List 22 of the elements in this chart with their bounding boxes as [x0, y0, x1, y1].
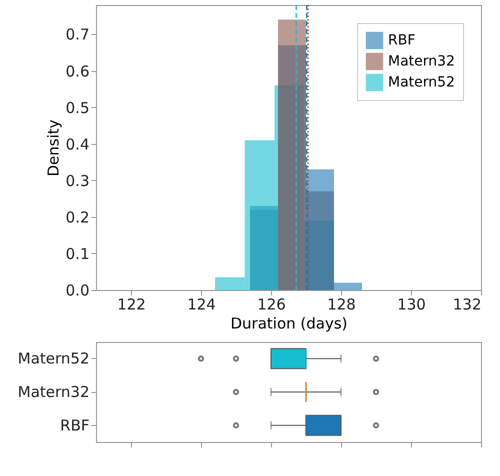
y-tick-label: 0.0 — [66, 282, 90, 300]
y-axis-title: Density — [44, 119, 63, 177]
x-tick-label: 130 — [397, 296, 426, 314]
legend-label: RBF — [388, 32, 416, 48]
y-tick-label: 0.7 — [66, 26, 90, 44]
y-tick-label: RBF — [60, 416, 90, 434]
x-tick-label: 122 — [117, 296, 146, 314]
y-tick-label: Matern32 — [18, 383, 90, 401]
y-tick-label: 0.5 — [66, 98, 90, 117]
y-tick-label: 0.1 — [66, 244, 90, 263]
y-tick-label: 0.4 — [66, 135, 90, 154]
y-tick-label: 0.6 — [66, 62, 90, 80]
x-tick-label: 128 — [327, 296, 356, 314]
legend-label: Matern52 — [388, 74, 455, 90]
x-axis-title: Duration (days) — [230, 314, 348, 332]
y-tick-label: Matern52 — [18, 350, 90, 368]
legend-label: Matern32 — [388, 54, 455, 70]
x-tick-label: 132 — [452, 296, 482, 314]
y-tick-label: 0.3 — [66, 172, 90, 190]
x-tick-label: 126 — [257, 296, 286, 314]
x-tick-label: 124 — [187, 296, 216, 314]
y-tick-label: 0.2 — [66, 208, 90, 226]
